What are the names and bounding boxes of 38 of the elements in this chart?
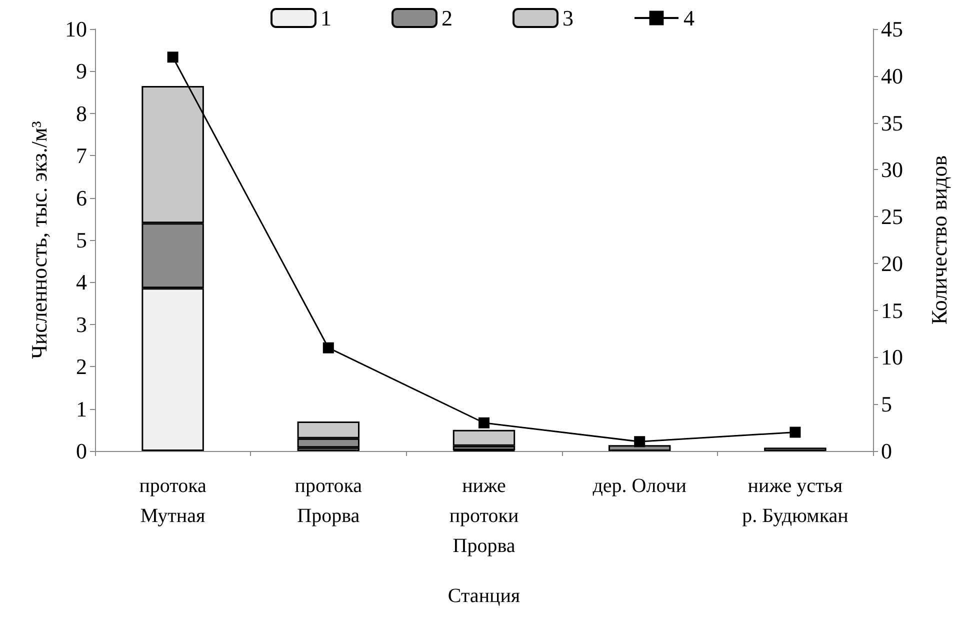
point (478, 417, 490, 428)
y-tick-label: 9 (76, 58, 87, 84)
y2-tick-label: 0 (881, 438, 892, 464)
y2-tick-label: 10 (881, 344, 903, 370)
y-tick-label: 6 (76, 185, 87, 210)
y-tick-label: 5 (76, 228, 87, 252)
y2-tick-label: 25 (881, 204, 903, 230)
y-tick-label: 1 (76, 396, 87, 422)
y-axis-title: Численность, тыс. экз./м³ (26, 120, 52, 359)
x-tick-label: ниже устья р. Будюмкан (742, 475, 849, 527)
x-tick-label: протока Прорва (294, 475, 362, 527)
point (634, 436, 646, 448)
point (322, 342, 334, 354)
x-tick-label: протока Мутная (139, 475, 207, 527)
point (790, 426, 801, 438)
y2-tick-label: 30 (881, 157, 903, 182)
x-tick-label: дер. Олочи (592, 475, 687, 497)
y2-tick-label: 15 (881, 298, 903, 323)
legend-label: 2 (442, 6, 452, 30)
y-tick-label: 4 (76, 270, 87, 295)
y-tick-label: 8 (76, 100, 87, 126)
legend-label: 1 (320, 6, 332, 30)
y2-tick-label: 40 (881, 63, 903, 88)
y2-tick-label: 35 (881, 110, 903, 136)
legend-label: 3 (562, 6, 574, 30)
y-tick-label: 10 (65, 16, 87, 42)
y2-tick-label: 20 (881, 250, 903, 276)
y-tick-label: 3 (76, 312, 87, 337)
y-tick-label: 0 (76, 438, 87, 464)
x-axis-title: Станция (448, 585, 520, 607)
x-tick-label: ниже протоки Прорва (449, 475, 519, 557)
y2-axis-title: Количество видов (926, 155, 952, 325)
point (167, 52, 178, 63)
legend-label: 4 (684, 6, 694, 30)
y2-tick-label: 45 (881, 16, 903, 42)
y-tick-label: 7 (76, 143, 87, 168)
y-tick-label: 2 (76, 354, 87, 380)
y2-tick-label: 5 (881, 392, 892, 417)
